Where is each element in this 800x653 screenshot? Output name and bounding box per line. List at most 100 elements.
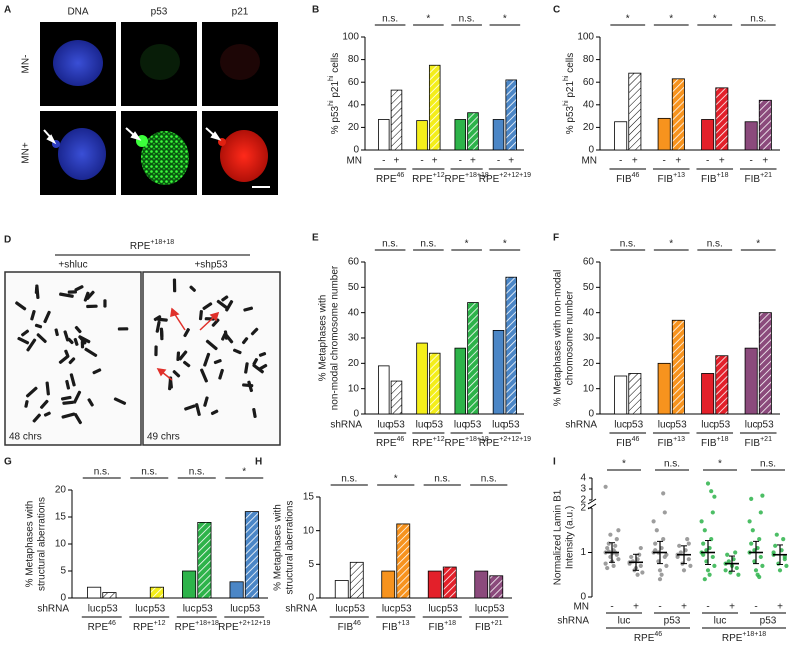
chromosome <box>73 337 79 346</box>
bar <box>149 586 164 599</box>
superscript: +2+12+19 <box>499 172 531 179</box>
panel-letter: G <box>4 457 12 468</box>
bar-label: p53 <box>757 420 774 431</box>
superscript: hi <box>563 75 570 81</box>
group-label: RPE+18+18 <box>444 436 488 448</box>
group-label: FIB+21 <box>745 172 773 184</box>
bar-label: - <box>754 602 757 613</box>
data-point <box>681 568 687 573</box>
chromosomes <box>15 278 268 425</box>
bar <box>427 570 442 599</box>
data-point <box>603 561 608 566</box>
panel-title: RPE+18+18 <box>130 239 174 251</box>
chromosome <box>39 399 49 409</box>
chromosome <box>92 368 102 375</box>
data-point <box>781 537 786 542</box>
bar <box>489 575 504 599</box>
chromosome <box>65 379 71 390</box>
data-point <box>661 491 666 496</box>
bar-label: - <box>420 156 423 167</box>
bar-label: luc <box>135 604 148 615</box>
chromosome <box>198 310 203 321</box>
chromosome <box>73 390 82 404</box>
y-tick-label: 2 <box>580 503 586 514</box>
bar-label: + <box>777 602 783 613</box>
data-point <box>675 554 680 560</box>
data-point <box>736 572 741 577</box>
superscript: +21 <box>491 620 503 627</box>
data-point <box>605 565 610 571</box>
superscript: +13 <box>673 436 685 443</box>
data-point <box>705 568 711 573</box>
bar <box>657 362 671 415</box>
group-name: FIB <box>658 174 674 185</box>
chromosome <box>24 400 29 408</box>
bar-label: + <box>762 156 768 167</box>
y-tick-label: 10 <box>348 383 360 394</box>
y-tick-label: 0 <box>580 592 586 603</box>
y-tick-label: 5 <box>308 559 314 570</box>
y-axis-label: % Metaphases with <box>25 501 36 588</box>
x-axis-label: MN <box>581 156 597 167</box>
y-tick-label: 60 <box>348 77 360 88</box>
group-name: FIB <box>745 438 761 449</box>
chromosome <box>202 302 213 310</box>
chromosome <box>58 354 70 364</box>
chromosome <box>211 318 220 327</box>
bar-label: p53 <box>626 420 643 431</box>
y-tick-label: 0 <box>588 409 594 420</box>
data-point <box>747 519 752 524</box>
significance: * <box>394 474 398 485</box>
data-point <box>616 528 621 533</box>
label-part: p21 <box>565 81 576 101</box>
panel-letter: D <box>4 235 11 246</box>
group-name: FIB <box>616 438 632 449</box>
bar-label: - <box>619 156 622 167</box>
data-point <box>614 537 619 542</box>
y-axis-label: % p53hi p21hi cells <box>328 53 340 135</box>
group-name: RPE <box>175 622 196 633</box>
superscript: 46 <box>397 436 405 443</box>
chromosome <box>85 290 95 300</box>
bar <box>758 312 772 415</box>
chromosome <box>258 363 268 371</box>
chromosome <box>68 357 76 365</box>
significance: * <box>622 459 626 470</box>
data-point <box>749 496 754 501</box>
bar <box>467 112 479 151</box>
chromosome <box>15 301 27 311</box>
data-point <box>726 559 731 564</box>
chromosome <box>87 398 94 407</box>
data-point <box>657 568 663 573</box>
data-point <box>613 543 618 548</box>
bar <box>744 347 758 415</box>
bar-label: - <box>662 156 665 167</box>
chromosome <box>258 352 267 357</box>
group-label: RPE+2+12+19 <box>479 436 531 448</box>
bar <box>492 329 505 415</box>
group-name: RPE <box>412 174 433 185</box>
y-axis-label: structural aberrations <box>285 501 296 595</box>
superscript: +21 <box>760 436 772 443</box>
significance: * <box>669 239 673 250</box>
significance: n.s. <box>94 467 110 478</box>
significance: n.s. <box>434 474 450 485</box>
chromosome <box>155 320 161 333</box>
group-name: RPE <box>412 438 433 449</box>
group-label: RPE+12 <box>412 436 445 448</box>
bar-label: p53 <box>149 604 166 615</box>
superscript: +18 <box>717 436 729 443</box>
group-name: FIB <box>658 438 674 449</box>
group-label: RPE+18+18 <box>444 172 488 184</box>
bar <box>671 319 685 415</box>
row-label: MN- <box>21 55 32 74</box>
group-name: RPE <box>479 174 500 185</box>
data-point <box>654 528 659 533</box>
y-tick-label: 20 <box>583 122 595 133</box>
chromosome <box>200 368 208 383</box>
significance: n.s. <box>382 14 398 25</box>
significance: n.s. <box>707 239 723 250</box>
bar-label: + <box>432 156 438 167</box>
bar <box>758 99 772 151</box>
chromosome <box>172 278 177 293</box>
